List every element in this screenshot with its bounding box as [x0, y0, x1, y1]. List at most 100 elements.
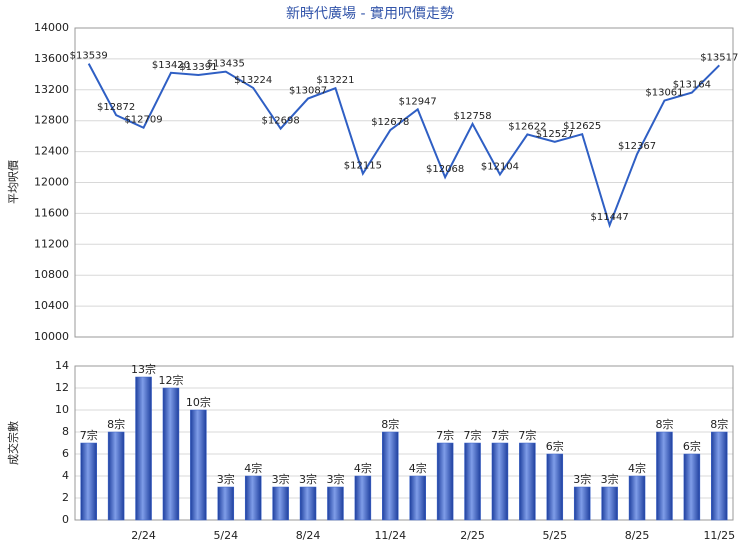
bar	[354, 475, 372, 521]
data-label: $12872	[97, 102, 135, 113]
data-label: 3宗	[601, 472, 619, 486]
data-label: 4宗	[354, 461, 372, 475]
data-label: 12宗	[158, 373, 183, 387]
data-label: 13宗	[131, 362, 156, 376]
y-tick-label: 10800	[34, 268, 69, 281]
data-label: 4宗	[409, 461, 427, 475]
data-label: $13391	[179, 62, 217, 73]
data-label: 3宗	[299, 472, 317, 486]
bar	[628, 475, 646, 521]
data-label: $13164	[673, 80, 711, 91]
bar	[272, 486, 289, 521]
bar	[546, 453, 564, 521]
y-tick-label: 12800	[34, 114, 69, 127]
y-tick-label: 6	[62, 447, 69, 460]
bar	[491, 442, 509, 521]
y-tick-label: 0	[62, 513, 69, 526]
chart-title: 新時代廣場 - 實用呎價走勢	[286, 5, 454, 22]
data-label: 8宗	[381, 417, 399, 431]
data-label: 4宗	[244, 461, 262, 475]
data-label: 3宗	[217, 472, 235, 486]
bar	[409, 475, 426, 521]
data-label: 7宗	[436, 428, 454, 442]
y-tick-label: 11200	[34, 237, 69, 250]
data-label: 8宗	[655, 417, 673, 431]
data-label: $13517	[700, 52, 738, 63]
data-label: $12527	[536, 129, 574, 140]
y-tick-label: 11600	[34, 206, 69, 219]
data-label: 10宗	[186, 395, 211, 409]
data-label: $13087	[289, 86, 327, 97]
bar	[135, 376, 152, 521]
plot-frame	[74, 365, 734, 521]
data-label: 3宗	[326, 472, 344, 486]
data-label: 7宗	[518, 428, 536, 442]
y-tick-label: 10400	[34, 299, 69, 312]
x-tick-label: 2/24	[131, 529, 156, 542]
bar	[436, 442, 454, 521]
bar	[299, 486, 317, 521]
line	[87, 63, 720, 229]
data-label: $11447	[591, 212, 629, 223]
data-label: 8宗	[107, 417, 125, 431]
bar	[711, 431, 728, 521]
bar	[656, 431, 673, 521]
data-label: $13420	[152, 60, 190, 71]
bar	[382, 431, 399, 521]
y-tick-label: 12400	[34, 145, 69, 158]
y-tick-label: 4	[62, 469, 69, 482]
data-label: 3宗	[272, 472, 290, 486]
bar	[244, 475, 262, 521]
x-tick-label: 11/25	[703, 529, 735, 542]
bar	[601, 486, 618, 521]
x-tick-label: 2/25	[460, 529, 485, 542]
data-label: $13435	[207, 59, 245, 70]
data-label: $13539	[70, 51, 108, 62]
bar	[683, 453, 701, 521]
data-label: 3宗	[573, 472, 591, 486]
plot-frame	[74, 27, 734, 338]
bar	[573, 486, 591, 521]
y-axis-label: 平均呎價	[6, 160, 20, 204]
y-axis-label: 成交宗數	[6, 421, 20, 465]
data-label: $12698	[262, 116, 300, 127]
data-label: $12709	[124, 115, 162, 126]
data-label: $13224	[234, 75, 272, 86]
data-label: $12104	[481, 161, 519, 172]
data-label: $12758	[453, 111, 491, 122]
bar	[217, 486, 235, 521]
data-label: 8宗	[710, 417, 728, 431]
y-tick-label: 8	[62, 425, 69, 438]
y-tick-label: 12000	[34, 176, 69, 189]
data-label: $13061	[645, 88, 683, 99]
data-label: $12622	[508, 121, 546, 132]
data-label: $12115	[344, 161, 382, 172]
y-tick-label: 14000	[34, 21, 69, 34]
bar	[162, 387, 180, 521]
bar	[107, 431, 125, 521]
bar	[190, 409, 207, 521]
bar	[327, 486, 344, 521]
y-tick-label: 10	[55, 403, 69, 416]
bar	[464, 442, 481, 521]
data-label: 7宗	[491, 428, 509, 442]
data-label: $12678	[371, 117, 409, 128]
x-tick-label: 11/24	[374, 529, 406, 542]
x-tick-label: 8/24	[296, 529, 321, 542]
data-label: 6宗	[683, 439, 701, 453]
data-label: 6宗	[546, 439, 564, 453]
data-label: $12068	[426, 164, 464, 175]
bar	[519, 442, 536, 521]
x-tick-label: 8/25	[625, 529, 650, 542]
y-tick-label: 14	[55, 359, 69, 372]
data-label: $13221	[316, 75, 354, 86]
data-label: $12625	[563, 121, 601, 132]
data-label: 7宗	[464, 428, 482, 442]
x-tick-label: 5/24	[213, 529, 238, 542]
data-label: 4宗	[628, 461, 646, 475]
y-tick-label: 13600	[34, 52, 69, 65]
bar	[80, 442, 97, 521]
data-label: 7宗	[80, 428, 98, 442]
y-tick-label: 12	[55, 381, 69, 394]
